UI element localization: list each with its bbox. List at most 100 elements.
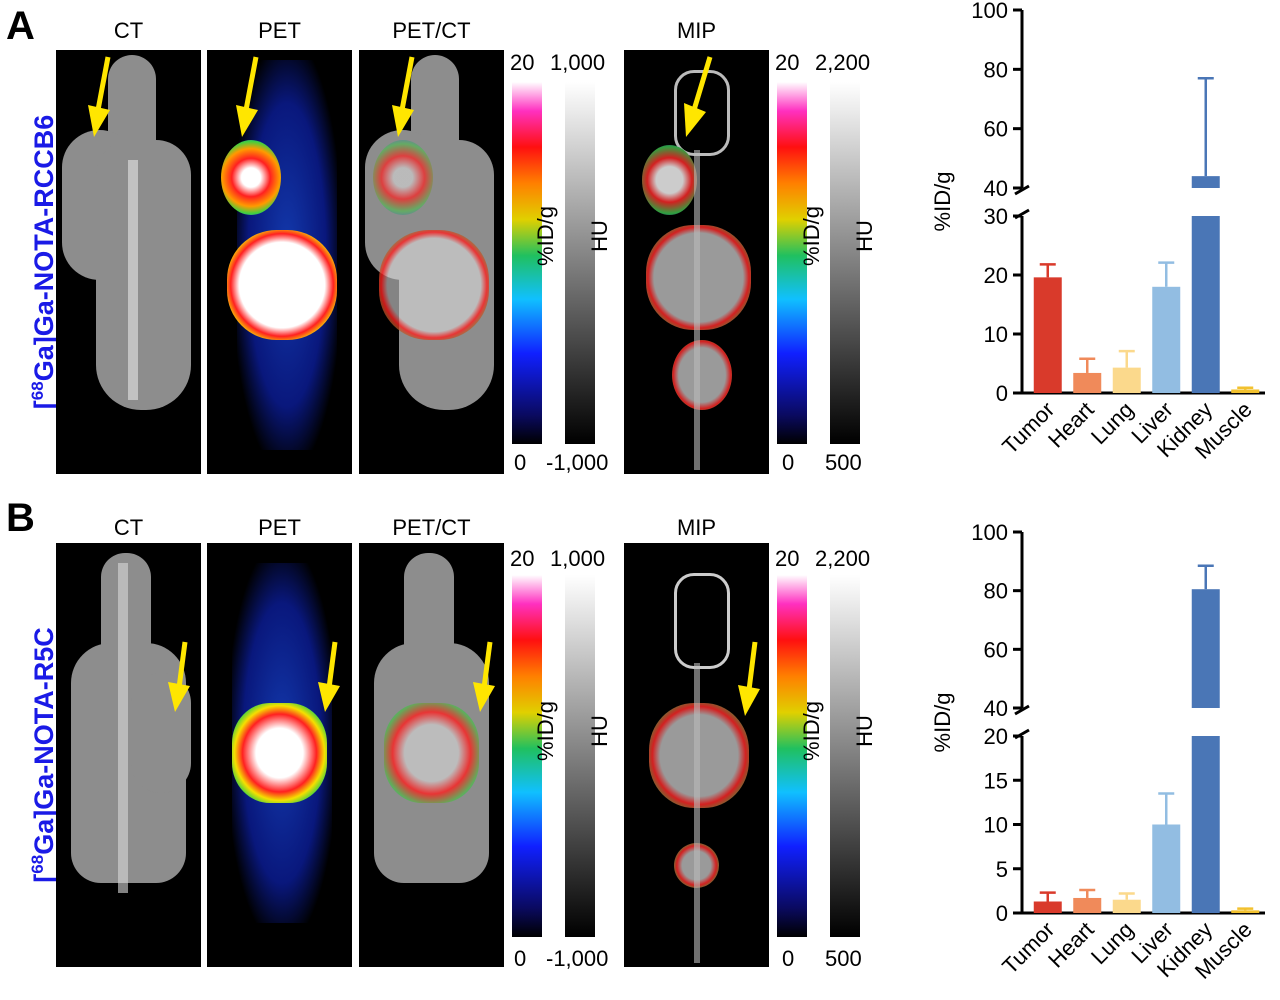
hu-colorbar-min: -1,000 [546, 450, 609, 475]
mip-hu-colorbar-max: 2,200 [815, 50, 871, 75]
y-tick-label: 60 [984, 117, 1008, 142]
bar-tumor [1033, 277, 1062, 393]
ct-image [56, 50, 201, 474]
y-axis-label: %ID/g [930, 693, 955, 753]
y-tick-label: 0 [996, 901, 1008, 926]
y-tick-label: 60 [984, 637, 1008, 662]
tracer-isotope: 68 [28, 854, 47, 874]
bar-lung [1112, 899, 1141, 913]
x-tick-label: Heart [1043, 917, 1099, 973]
tumor-arrow-icon [168, 641, 190, 712]
tracer-isotope: 68 [28, 381, 47, 401]
tumor-arrow-icon [684, 56, 713, 137]
y-tick-label: 10 [984, 813, 1008, 838]
mip-pet-colorbar-min: 0 [782, 450, 795, 475]
mip-pet-colorbar-unit: %ID/g [799, 206, 824, 266]
mip-image [624, 543, 769, 967]
hu-colorbar-min: -1,000 [546, 946, 609, 971]
bar-muscle [1231, 910, 1260, 913]
pet-colorbar-min: 0 [514, 450, 527, 475]
tumor-arrow-icon [88, 56, 111, 137]
mip-hu-colorbar-min: 500 [825, 450, 862, 475]
y-tick-label: 100 [971, 520, 1008, 545]
axis-break-mark [1014, 184, 1030, 196]
hu-colorbar-unit: HU [587, 220, 612, 252]
hu-colorbar [565, 575, 595, 937]
pet-image [207, 543, 352, 967]
tracer-suffix: Ga]Ga-NOTA-R5C [29, 627, 59, 855]
bar-heart [1073, 897, 1102, 913]
petct-label: PET/CT [392, 515, 471, 540]
bar-liver [1152, 286, 1181, 393]
mip-hu-colorbar-unit: HU [852, 715, 877, 747]
mip-pet-colorbar-unit: %ID/g [799, 701, 824, 761]
bar-kidney-lower [1191, 216, 1220, 393]
bar-tumor [1033, 901, 1062, 913]
mip-hu-colorbar-unit: HU [852, 220, 877, 252]
tumor-arrow-icon [392, 56, 415, 137]
mip-pet-colorbar [777, 575, 807, 937]
petct-label: PET/CT [392, 18, 471, 43]
y-tick-label: 20 [984, 724, 1008, 749]
bar-lung [1112, 367, 1141, 393]
petct-image [359, 50, 504, 474]
ct-image [56, 543, 201, 967]
bar-liver [1152, 824, 1181, 913]
x-tick-label: Lung [1086, 397, 1138, 449]
hu-colorbar-max: 1,000 [550, 50, 606, 75]
pet-colorbar [512, 82, 542, 444]
tracer-suffix: Ga]Ga-NOTA-RCCB6 [29, 114, 59, 382]
y-axis-label: %ID/g [930, 172, 955, 232]
mip-image [624, 50, 769, 474]
hu-colorbar-max: 1,000 [550, 546, 606, 571]
tumor-arrow-icon [236, 56, 259, 137]
y-tick-label: 80 [984, 579, 1008, 604]
ct-label: CT [113, 18, 144, 43]
mip-pet-colorbar [777, 82, 807, 444]
mip-hu-colorbar-max: 2,200 [815, 546, 871, 571]
tumor-arrow-icon [473, 641, 495, 712]
pet-colorbar-min: 0 [514, 946, 527, 971]
pet-colorbar-unit: %ID/g [533, 206, 558, 266]
x-tick-label: Lung [1086, 917, 1138, 969]
tracer-label-b: [68Ga]Ga-NOTA-R5C [18, 525, 59, 985]
pet-label: PET [258, 515, 301, 540]
y-tick-label: 40 [984, 176, 1008, 201]
axis-break-mark [1014, 704, 1030, 716]
pet-colorbar [512, 575, 542, 937]
y-tick-label: 5 [996, 857, 1008, 882]
x-tick-label: Heart [1043, 397, 1099, 453]
pet-image [207, 50, 352, 474]
bar-kidney-upper [1191, 176, 1220, 188]
bar-kidney-lower [1191, 736, 1220, 913]
tumor-arrow-icon [318, 641, 340, 712]
biodistribution-chart-b: 40608010005101520%ID/gTumorHeartLungLive… [930, 520, 1265, 984]
y-tick-label: 10 [984, 322, 1008, 347]
y-tick-label: 100 [971, 0, 1008, 23]
pet-colorbar-max: 20 [510, 546, 535, 571]
petct-image [359, 543, 504, 967]
biodistribution-chart-a: 4060801000102030%ID/gTumorHeartLungLiver… [930, 0, 1265, 464]
mip-pet-colorbar-max: 20 [775, 546, 800, 571]
mip-label: MIP [676, 515, 717, 540]
y-tick-label: 40 [984, 696, 1008, 721]
bar-heart [1073, 372, 1102, 393]
hu-colorbar-unit: HU [587, 715, 612, 747]
y-tick-label: 80 [984, 57, 1008, 82]
hu-colorbar [565, 82, 595, 444]
mip-pet-colorbar-max: 20 [775, 50, 800, 75]
panel-letter-a: A [6, 4, 35, 48]
mip-hu-colorbar [830, 82, 860, 444]
y-tick-label: 0 [996, 381, 1008, 406]
tracer-prefix: [ [29, 873, 59, 883]
ct-label: CT [113, 515, 144, 540]
mip-hu-colorbar-min: 500 [825, 946, 862, 971]
pet-colorbar-unit: %ID/g [533, 701, 558, 761]
y-tick-label: 30 [984, 204, 1008, 229]
pet-colorbar-max: 20 [510, 50, 535, 75]
tumor-arrow-icon [738, 641, 760, 716]
bar-muscle [1231, 389, 1260, 393]
tracer-label-a: [68Ga]Ga-NOTA-RCCB6 [18, 32, 59, 492]
bar-kidney-upper [1191, 589, 1220, 708]
mip-pet-colorbar-min: 0 [782, 946, 795, 971]
